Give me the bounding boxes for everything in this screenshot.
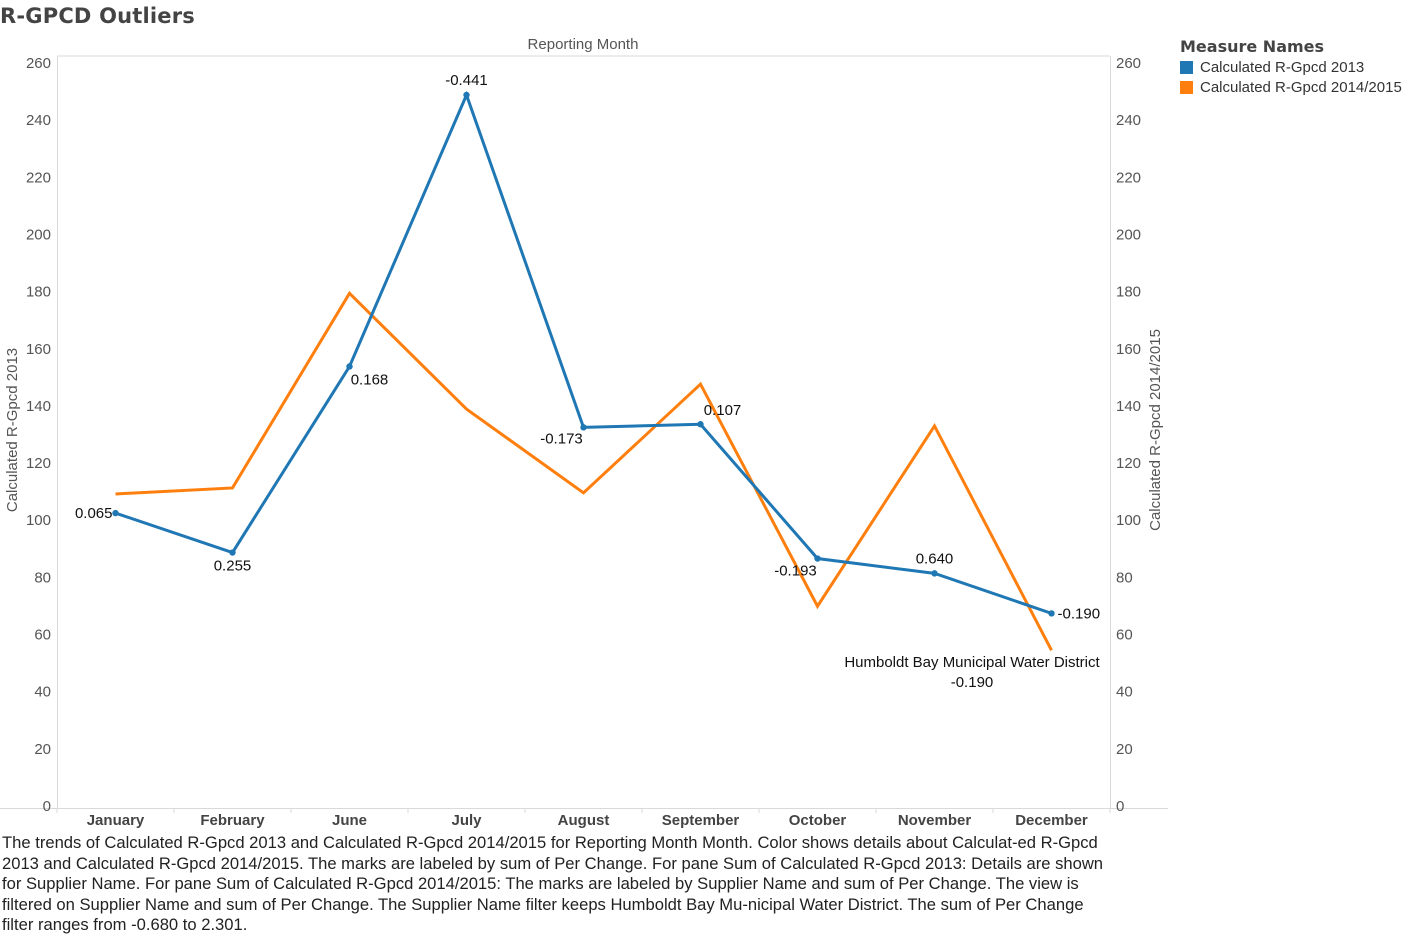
x-axis-title: Reporting Month: [528, 36, 639, 53]
y-tick-right-label: 240: [1116, 112, 1141, 129]
y-tick-left-label: 140: [26, 398, 51, 415]
y-tick-right-label: 40: [1116, 684, 1133, 701]
y-tick-left-label: 20: [34, 741, 51, 758]
data-label-2013: -0.193: [774, 563, 817, 580]
y-tick-left-label: 80: [34, 569, 51, 586]
x-tick-label: August: [558, 812, 610, 829]
data-point-2013[interactable]: [931, 570, 938, 577]
data-label-2013: -0.441: [445, 72, 488, 89]
y-tick-right-label: 80: [1116, 569, 1133, 586]
x-tick-label: February: [200, 812, 265, 829]
x-tick-label: July: [451, 812, 482, 829]
y-tick-left-label: 40: [34, 684, 51, 701]
x-tick-label: October: [789, 812, 847, 829]
data-point-2013[interactable]: [229, 549, 236, 556]
y-tick-left-label: 100: [26, 512, 51, 529]
annotation-supplier: Humboldt Bay Municipal Water District: [844, 654, 1100, 671]
data-label-2013: 0.640: [916, 550, 954, 567]
y-axis-right-title: Calculated R-Gpcd 2014/2015: [1147, 329, 1164, 531]
series-line-2013: [115, 90, 1052, 615]
y-tick-right-label: 200: [1116, 226, 1141, 243]
chart-caption: The trends of Calculated R-Gpcd 2013 and…: [2, 833, 1104, 935]
data-point-2013[interactable]: [580, 424, 587, 431]
y-tick-right-label: 180: [1116, 284, 1141, 301]
data-label-2013: 0.168: [351, 371, 389, 388]
y-tick-left-label: 0: [43, 798, 51, 815]
data-label-2013: -0.190: [1058, 605, 1101, 622]
data-point-2013[interactable]: [346, 363, 353, 370]
legend-swatch-2014-2015: [1180, 80, 1193, 94]
y-tick-left-label: 160: [26, 341, 51, 358]
y-tick-left-label: 120: [26, 455, 51, 472]
y-tick-right-label: 160: [1116, 341, 1141, 358]
annotation-value: -0.190: [951, 674, 994, 691]
data-point-2013[interactable]: [112, 509, 119, 517]
y-tick-right-label: 0: [1116, 798, 1124, 815]
x-tick-label: September: [662, 812, 740, 829]
series-line-2014-2015: [115, 290, 1053, 651]
x-tick-label: December: [1015, 812, 1088, 829]
y-tick-right-label: 260: [1116, 55, 1141, 72]
y-tick-left-label: 220: [26, 169, 51, 186]
y-tick-right-label: 60: [1116, 627, 1133, 644]
y-tick-left-label: 240: [26, 112, 51, 129]
data-label-2013: 0.255: [214, 558, 252, 575]
y-tick-left-label: 260: [26, 55, 51, 72]
x-tick-label: June: [332, 812, 367, 829]
y-tick-right-label: 140: [1116, 398, 1141, 415]
y-tick-right-label: 220: [1116, 169, 1141, 186]
y-tick-left-label: 200: [26, 226, 51, 243]
data-point-2013[interactable]: [463, 91, 470, 99]
data-point-2013[interactable]: [814, 555, 821, 562]
y-tick-right-label: 20: [1116, 741, 1133, 758]
data-label-2013: 0.065: [75, 505, 113, 522]
legend-title: Measure Names: [1180, 37, 1325, 56]
data-point-2013[interactable]: [697, 421, 704, 428]
y-tick-left-label: 60: [34, 627, 51, 644]
legend: Measure Names Calculated R-Gpcd 2013 Cal…: [1180, 37, 1402, 97]
x-tick-label: November: [898, 812, 972, 829]
legend-label-2014-2015: Calculated R-Gpcd 2014/2015: [1200, 78, 1402, 96]
y-axis-left-title: Calculated R-Gpcd 2013: [4, 348, 21, 512]
legend-swatch-2013: [1180, 60, 1193, 74]
legend-item-2013[interactable]: Calculated R-Gpcd 2013: [1180, 57, 1402, 77]
data-point-2013[interactable]: [1048, 610, 1055, 617]
y-tick-left-label: 180: [26, 284, 51, 301]
data-label-2013: 0.107: [704, 402, 742, 419]
chart-title: R-GPCD Outliers: [0, 4, 196, 28]
legend-label-2013: Calculated R-Gpcd 2013: [1200, 58, 1365, 76]
y-tick-right-label: 100: [1116, 512, 1141, 529]
y-tick-right-label: 120: [1116, 455, 1141, 472]
data-label-2013: -0.173: [540, 430, 583, 447]
x-tick-label: January: [87, 812, 145, 829]
legend-item-2014-2015[interactable]: Calculated R-Gpcd 2014/2015: [1180, 77, 1402, 97]
